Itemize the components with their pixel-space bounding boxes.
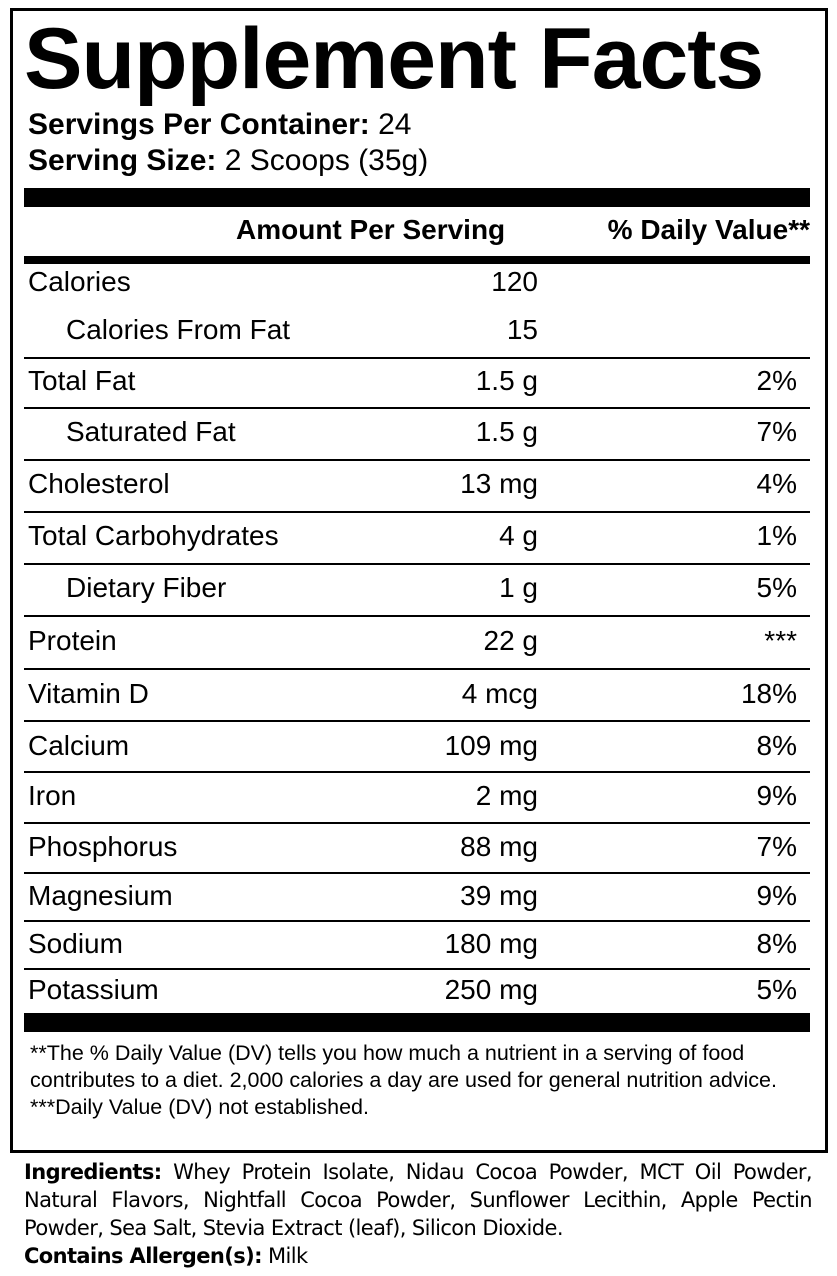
row-divider bbox=[24, 771, 810, 773]
row-divider bbox=[24, 615, 810, 617]
nutrient-daily-value: 9% bbox=[756, 780, 797, 811]
row-divider bbox=[24, 872, 810, 874]
row-divider bbox=[24, 720, 810, 722]
nutrient-name: Phosphorus bbox=[28, 831, 178, 862]
nutrient-amount: 109 mg bbox=[444, 730, 538, 761]
nutrient-amount: 1.5 g bbox=[475, 365, 538, 396]
nutrient-name: Calories From Fat bbox=[66, 314, 291, 345]
dv-footnote: **The % Daily Value (DV) tells you how m… bbox=[30, 1041, 777, 1092]
footnotes: **The % Daily Value (DV) tells you how m… bbox=[30, 1040, 810, 1121]
nutrient-daily-value: 5% bbox=[756, 572, 797, 603]
nutrient-amount: 120 bbox=[491, 266, 538, 297]
ingredients: Ingredients: Whey Protein Isolate, Nidau… bbox=[24, 1160, 813, 1268]
row-divider bbox=[24, 563, 810, 565]
row-divider bbox=[24, 511, 810, 513]
nutrient-amount: 22 g bbox=[483, 625, 539, 656]
nutrient-name: Protein bbox=[28, 625, 117, 656]
supplement-facts-panel bbox=[10, 8, 828, 1153]
nutrient-amount: 15 bbox=[506, 314, 538, 345]
nutrient-amount: 4 g bbox=[499, 520, 538, 551]
nutrient-name: Total Fat bbox=[28, 365, 136, 396]
nutrient-amount: 39 mg bbox=[460, 880, 538, 911]
nutrient-name: Dietary Fiber bbox=[66, 572, 227, 603]
panel-title: Supplement Facts bbox=[24, 11, 764, 107]
row-divider bbox=[24, 357, 810, 359]
not-established-footnote: ***Daily Value (DV) not established. bbox=[30, 1095, 369, 1119]
nutrient-name: Saturated Fat bbox=[66, 416, 236, 447]
thick-divider bbox=[24, 1013, 810, 1032]
nutrient-daily-value: 8% bbox=[756, 730, 797, 761]
row-divider bbox=[24, 968, 810, 970]
nutrient-daily-value: 2% bbox=[756, 365, 797, 396]
nutrient-name: Vitamin D bbox=[28, 678, 149, 709]
nutrient-amount: 4 mcg bbox=[461, 678, 538, 709]
nutrient-name: Calories bbox=[28, 266, 131, 297]
nutrient-amount: 88 mg bbox=[460, 831, 538, 862]
nutrient-name: Potassium bbox=[28, 974, 159, 1005]
row-divider bbox=[24, 459, 810, 461]
nutrient-amount: 1.5 g bbox=[475, 416, 538, 447]
nutrient-daily-value: 7% bbox=[756, 416, 797, 447]
nutrient-amount: 1 g bbox=[499, 572, 538, 603]
nutrient-name: Total Carbohydrates bbox=[28, 520, 279, 551]
nutrient-name: Magnesium bbox=[28, 880, 173, 911]
nutrient-daily-value: 18% bbox=[740, 678, 797, 709]
row-divider bbox=[24, 822, 810, 824]
nutrient-amount: 250 mg bbox=[444, 974, 538, 1005]
header-amount: Amount Per Serving bbox=[236, 214, 506, 245]
nutrient-daily-value: 8% bbox=[756, 928, 797, 959]
nutrient-daily-value: 5% bbox=[756, 974, 797, 1005]
nutrient-daily-value: 1% bbox=[756, 520, 797, 551]
serving-size: Serving Size: 2 Scoops (35g) bbox=[28, 144, 429, 177]
nutrient-amount: 2 mg bbox=[475, 780, 538, 811]
nutrient-amount: 13 mg bbox=[460, 468, 538, 499]
nutrient-amount: 180 mg bbox=[444, 928, 538, 959]
nutrient-daily-value: 7% bbox=[756, 831, 797, 862]
servings-per-container: Servings Per Container: 24 bbox=[28, 108, 412, 141]
nutrient-daily-value: 9% bbox=[756, 880, 797, 911]
nutrient-name: Iron bbox=[28, 780, 77, 811]
row-divider bbox=[24, 407, 810, 409]
nutrient-name: Calcium bbox=[28, 730, 130, 761]
header-daily-value: % Daily Value** bbox=[607, 214, 810, 245]
row-divider bbox=[24, 668, 810, 670]
nutrient-name: Cholesterol bbox=[28, 468, 170, 499]
nutrient-daily-value: 4% bbox=[756, 468, 797, 499]
nutrient-daily-value: *** bbox=[764, 625, 797, 656]
thick-divider bbox=[24, 188, 810, 207]
nutrient-name: Sodium bbox=[28, 928, 123, 959]
row-divider bbox=[24, 920, 810, 922]
medium-divider bbox=[24, 256, 810, 264]
